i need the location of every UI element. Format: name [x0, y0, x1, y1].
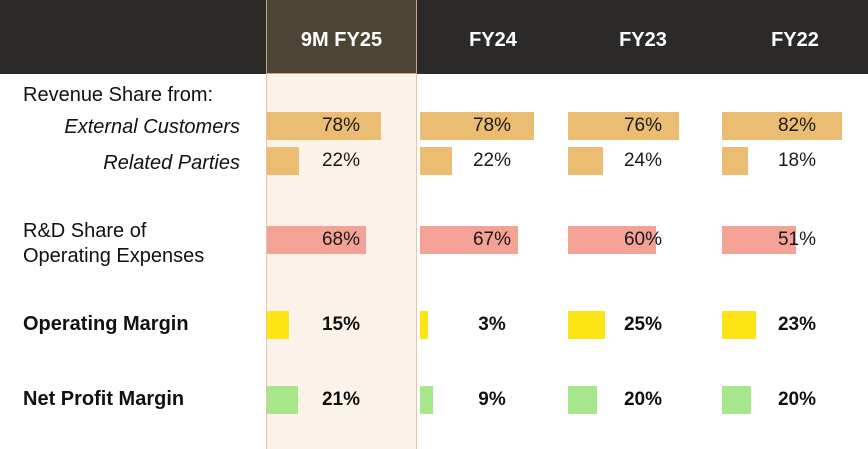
bar-r-d-share-of-operating-expenses-9m-fy25 [267, 226, 367, 254]
bar-net-profit-margin-9m-fy25 [267, 386, 298, 414]
value-r-d-share-of-operating-expenses-fy22: 51% [777, 229, 817, 250]
value-operating-margin-fy24: 3% [478, 314, 506, 335]
row-label-net-profit-margin: Net Profit Margin [23, 388, 185, 410]
row-label-revenue-share-from: Revenue Share from: [23, 84, 214, 106]
value-related-parties-fy23: 24% [623, 150, 663, 171]
value-related-parties-fy24: 22% [472, 150, 512, 171]
bar-related-parties-fy24 [420, 147, 453, 175]
value-net-profit-margin-fy23: 20% [623, 389, 663, 410]
bar-operating-margin-fy24 [420, 311, 428, 339]
value-operating-margin-fy22: 23% [777, 314, 817, 335]
bar-net-profit-margin-fy24 [420, 386, 434, 414]
value-operating-margin-9m-fy25: 15% [321, 314, 361, 335]
value-external-customers-fy23: 76% [623, 115, 663, 136]
value-related-parties-9m-fy25: 22% [321, 150, 361, 171]
value-operating-margin-fy23: 25% [623, 314, 663, 335]
bar-external-customers-fy22 [722, 112, 842, 140]
value-related-parties-fy22: 18% [777, 150, 817, 171]
highlighted-column-header [266, 0, 417, 74]
value-external-customers-fy24: 78% [472, 115, 512, 136]
bar-related-parties-fy23 [568, 147, 604, 175]
value-r-d-share-of-operating-expenses-fy24: 67% [472, 229, 512, 250]
row-label-r-d-share-of-operating-expenses: R&D Share of Operating Expenses [23, 220, 205, 267]
bar-related-parties-9m-fy25 [267, 147, 300, 175]
bar-r-d-share-of-operating-expenses-fy23 [568, 226, 656, 254]
column-header-fy24: FY24 [469, 29, 517, 51]
bar-r-d-share-of-operating-expenses-fy24 [420, 226, 518, 254]
row-label-external-customers: External Customers [64, 116, 240, 138]
bar-related-parties-fy22 [722, 147, 749, 175]
bar-operating-margin-9m-fy25 [267, 311, 289, 339]
bar-r-d-share-of-operating-expenses-fy22 [722, 226, 797, 254]
highlighted-column [266, 0, 417, 449]
bar-net-profit-margin-fy23 [568, 386, 598, 414]
value-external-customers-fy22: 82% [777, 115, 817, 136]
value-r-d-share-of-operating-expenses-fy23: 60% [623, 229, 663, 250]
value-r-d-share-of-operating-expenses-9m-fy25: 68% [321, 229, 361, 250]
bar-operating-margin-fy22 [722, 311, 756, 339]
value-net-profit-margin-fy22: 20% [777, 389, 817, 410]
bar-external-customers-9m-fy25 [267, 112, 381, 140]
table-header [0, 0, 868, 74]
column-header-9m-fy25: 9M FY25 [300, 29, 383, 51]
column-header-fy23: FY23 [619, 29, 667, 51]
bar-net-profit-margin-fy22 [722, 386, 752, 414]
row-label-operating-margin: Operating Margin [23, 313, 189, 335]
value-external-customers-9m-fy25: 78% [321, 115, 361, 136]
bar-external-customers-fy24 [420, 112, 534, 140]
column-header-fy22: FY22 [771, 29, 819, 51]
bar-external-customers-fy23 [568, 112, 679, 140]
row-label-related-parties: Related Parties [103, 152, 240, 174]
bar-operating-margin-fy23 [568, 311, 605, 339]
value-net-profit-margin-fy24: 9% [478, 389, 506, 410]
value-net-profit-margin-9m-fy25: 21% [321, 389, 361, 410]
